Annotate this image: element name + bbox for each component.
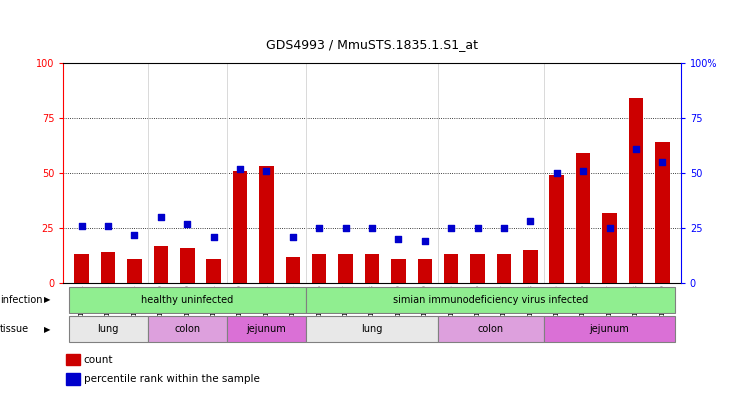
Bar xyxy=(629,98,643,283)
Text: infection: infection xyxy=(0,295,42,305)
Point xyxy=(656,159,668,165)
Bar xyxy=(417,259,432,283)
Text: count: count xyxy=(83,354,113,365)
Point xyxy=(102,222,114,229)
Text: colon: colon xyxy=(174,324,200,334)
Text: lung: lung xyxy=(97,324,119,334)
Bar xyxy=(66,354,80,365)
Text: ▶: ▶ xyxy=(44,295,51,304)
FancyBboxPatch shape xyxy=(438,316,544,342)
Point xyxy=(392,236,404,242)
Point xyxy=(155,214,167,220)
Point xyxy=(340,225,352,231)
Bar xyxy=(312,254,327,283)
Point xyxy=(313,225,325,231)
Bar xyxy=(339,254,353,283)
Point xyxy=(129,231,141,238)
Text: colon: colon xyxy=(478,324,504,334)
FancyBboxPatch shape xyxy=(544,316,676,342)
Text: jejunum: jejunum xyxy=(246,324,286,334)
Bar xyxy=(286,257,300,283)
Bar xyxy=(233,171,247,283)
FancyBboxPatch shape xyxy=(68,316,148,342)
Point xyxy=(472,225,484,231)
Text: ▶: ▶ xyxy=(44,325,51,334)
Bar xyxy=(444,254,458,283)
Bar xyxy=(206,259,221,283)
Bar xyxy=(101,252,115,283)
Point xyxy=(445,225,457,231)
Bar xyxy=(602,213,617,283)
Bar xyxy=(550,175,564,283)
Text: lung: lung xyxy=(362,324,382,334)
FancyBboxPatch shape xyxy=(148,316,227,342)
Point xyxy=(234,165,246,172)
Bar xyxy=(74,254,89,283)
FancyBboxPatch shape xyxy=(306,316,438,342)
FancyBboxPatch shape xyxy=(68,287,306,313)
Text: percentile rank within the sample: percentile rank within the sample xyxy=(83,374,260,384)
Text: jejunum: jejunum xyxy=(590,324,629,334)
Bar xyxy=(365,254,379,283)
FancyBboxPatch shape xyxy=(306,287,676,313)
Point xyxy=(208,233,219,240)
FancyBboxPatch shape xyxy=(227,316,306,342)
Bar xyxy=(180,248,194,283)
Text: tissue: tissue xyxy=(0,324,29,334)
Bar xyxy=(66,373,80,385)
Bar xyxy=(576,153,591,283)
Point xyxy=(525,218,536,224)
Point xyxy=(419,238,431,244)
Point xyxy=(260,167,272,174)
Bar xyxy=(127,259,142,283)
Point xyxy=(603,225,615,231)
Point xyxy=(498,225,510,231)
Bar xyxy=(655,142,670,283)
Point xyxy=(366,225,378,231)
Bar xyxy=(391,259,405,283)
Point xyxy=(577,167,589,174)
Point xyxy=(551,170,562,176)
Bar xyxy=(523,250,538,283)
Text: healthy uninfected: healthy uninfected xyxy=(141,295,234,305)
Bar xyxy=(497,254,511,283)
Point xyxy=(287,233,299,240)
Bar xyxy=(259,166,274,283)
Text: GDS4993 / MmuSTS.1835.1.S1_at: GDS4993 / MmuSTS.1835.1.S1_at xyxy=(266,38,478,51)
Point xyxy=(630,145,642,152)
Point xyxy=(182,220,193,227)
Bar xyxy=(153,246,168,283)
Text: simian immunodeficiency virus infected: simian immunodeficiency virus infected xyxy=(393,295,589,305)
Point xyxy=(76,222,88,229)
Bar xyxy=(470,254,485,283)
